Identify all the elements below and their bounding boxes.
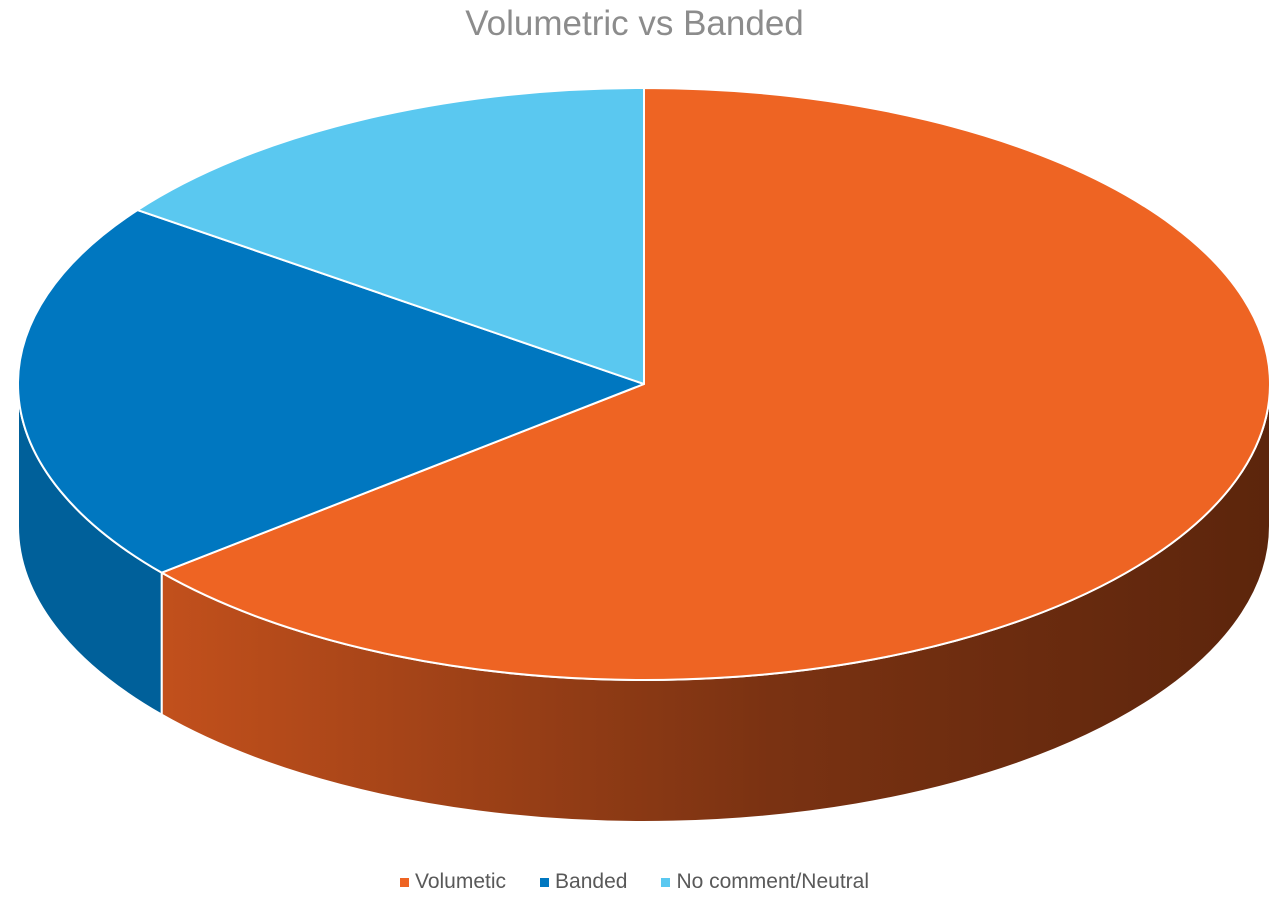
legend-label: Banded [555,870,628,893]
pie-slice-volumetic [160,87,1269,681]
chart-title: Volumetric vs Banded [465,4,804,43]
legend-swatch [540,877,550,887]
legend-item: No comment/Neutral [661,870,869,894]
legend-swatch [399,877,409,887]
legend-label: Volumetic [414,870,507,893]
legend-swatch [661,877,671,887]
legend-label: No comment/Neutral [676,870,870,893]
legend-item: Banded [540,870,627,894]
pie-slice-banded [17,209,645,574]
legend-item: Volumetic [399,870,507,894]
pie-slice-no-comment-neutral [136,87,645,385]
pie-tops [17,87,1269,681]
legend: Volumetic Banded No comment/Neutral [0,870,1269,894]
